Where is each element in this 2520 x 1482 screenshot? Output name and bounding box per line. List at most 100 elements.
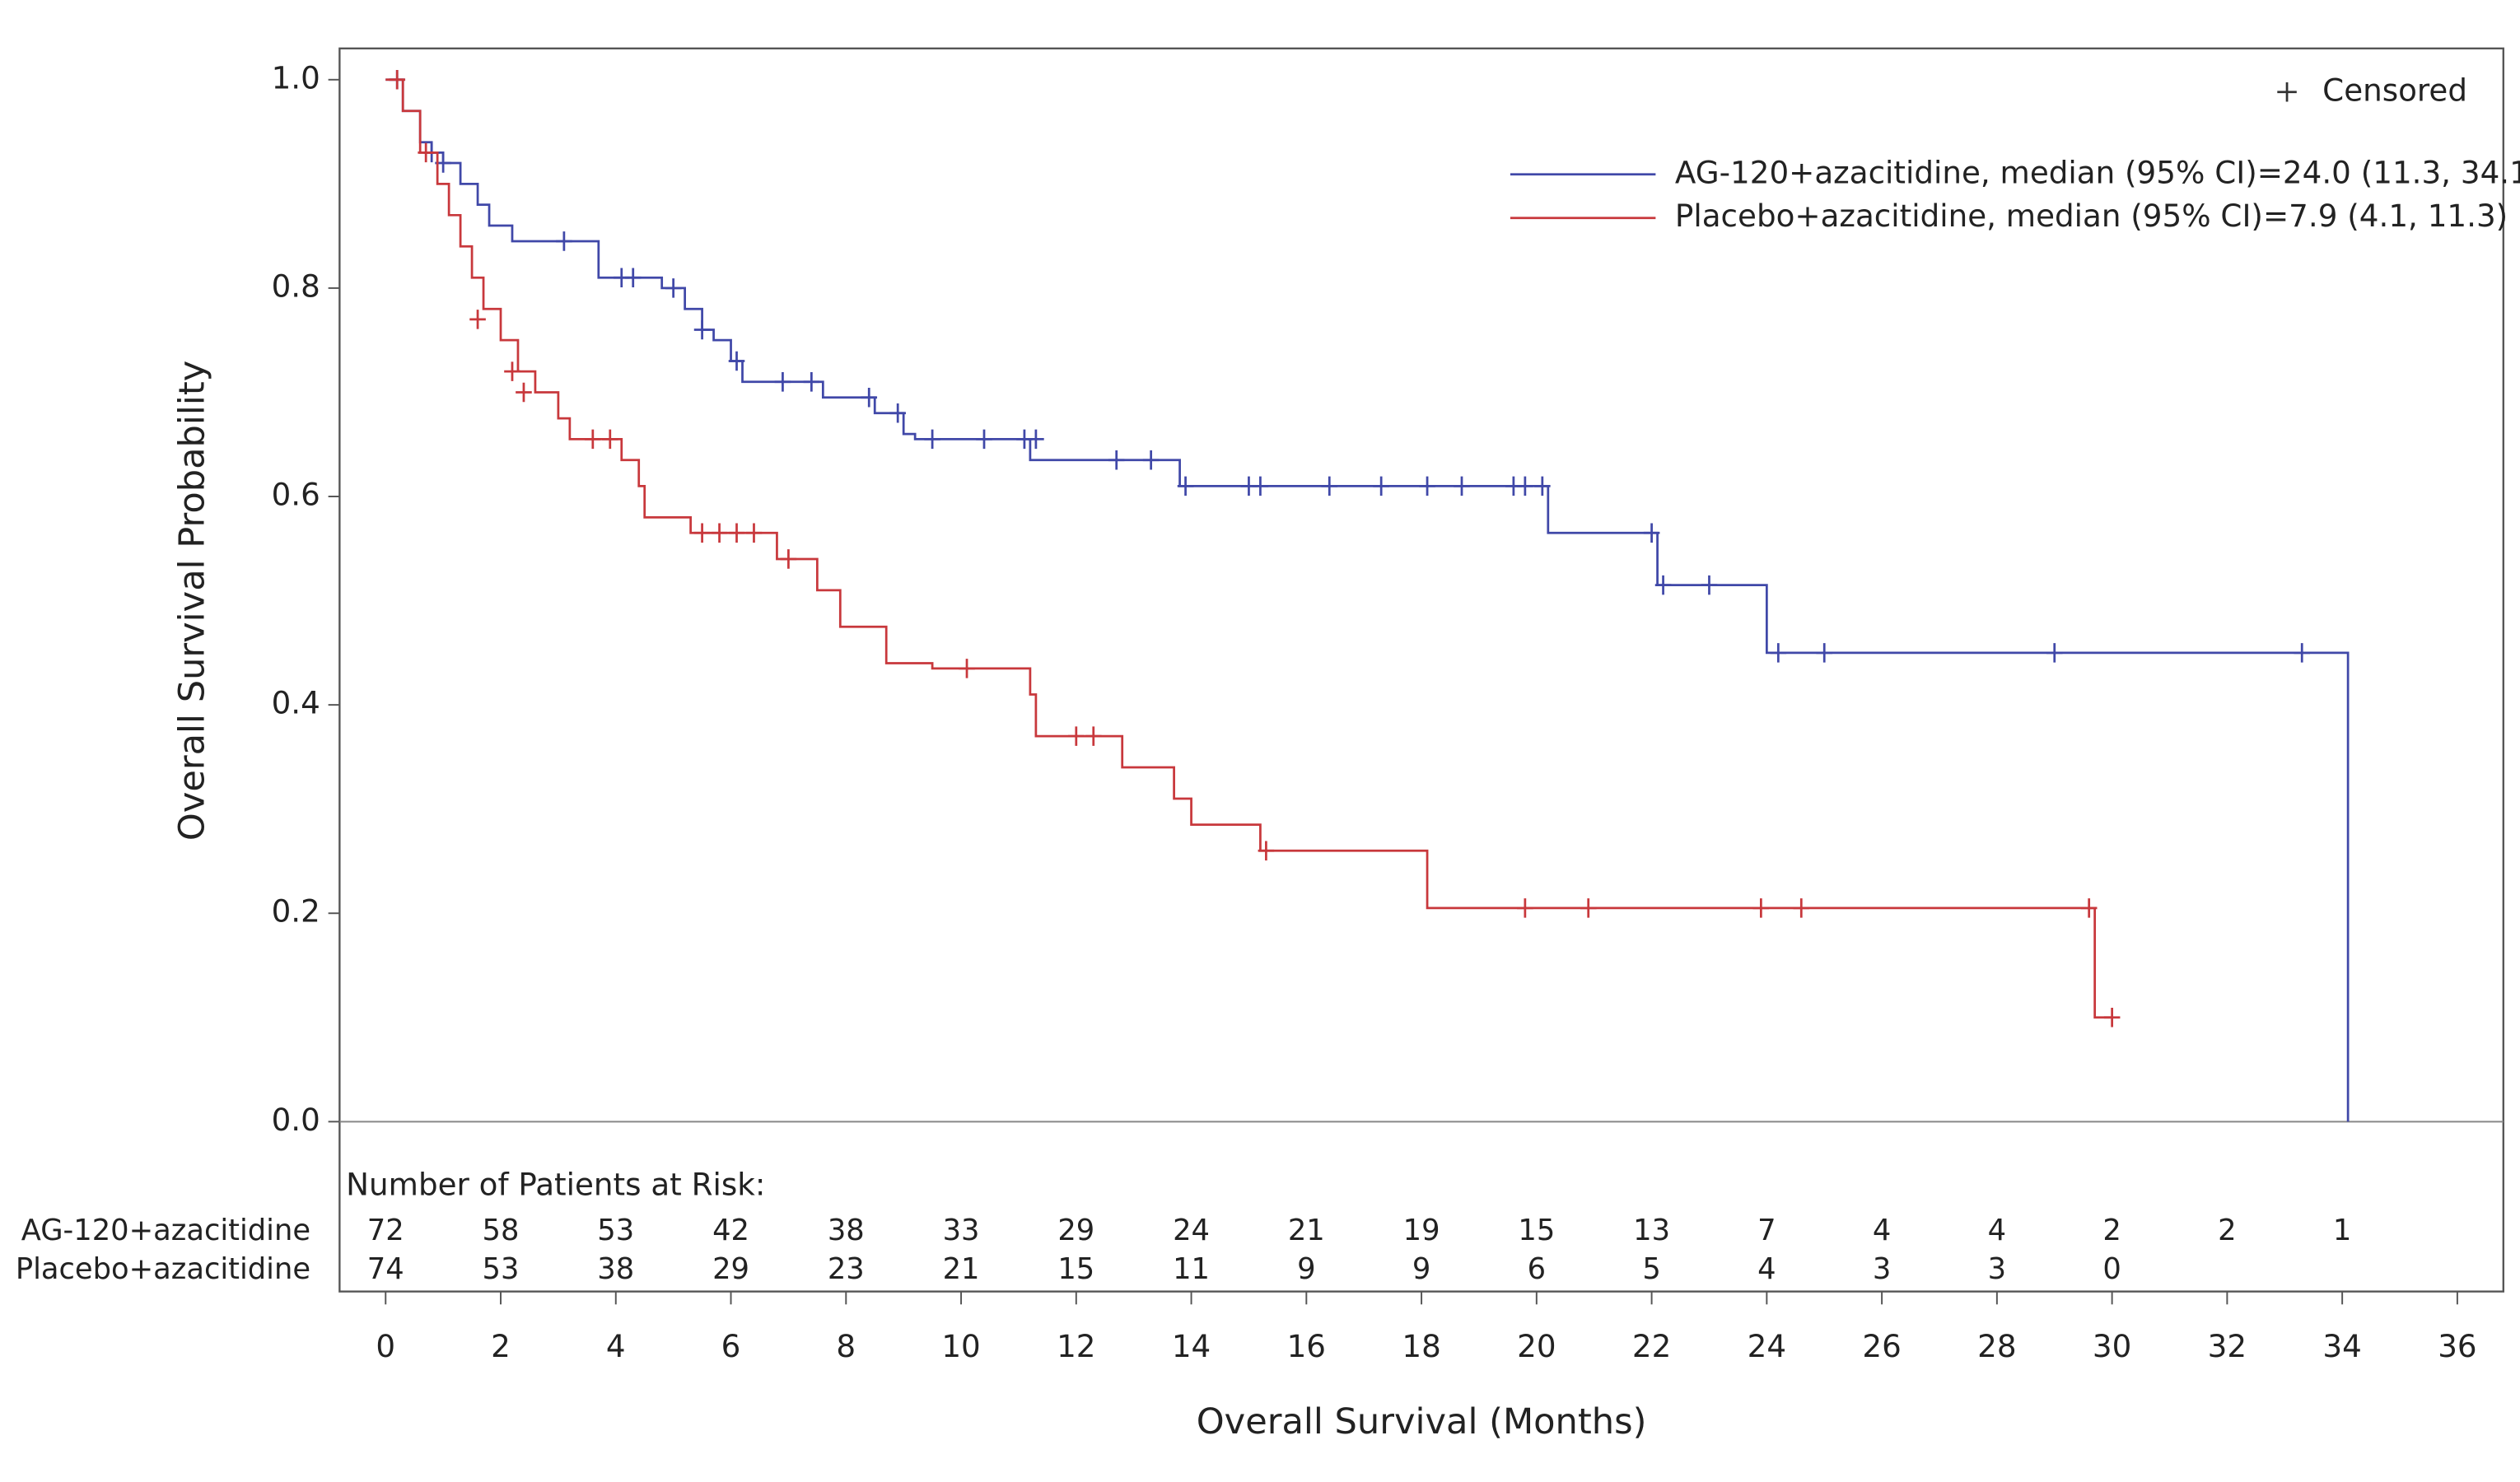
x-tick-label: 18	[1402, 1328, 1440, 1364]
risk-count: 15	[1057, 1252, 1094, 1286]
x-tick-label: 14	[1172, 1328, 1211, 1364]
x-tick-label: 36	[2438, 1328, 2476, 1364]
censor-mark	[861, 388, 878, 408]
censor-mark	[2080, 898, 2098, 918]
risk-count: 9	[1297, 1252, 1315, 1286]
censor-mark	[469, 310, 486, 329]
censor-mark	[1816, 643, 1833, 663]
censor-mark	[728, 351, 745, 371]
censor-mark	[1580, 898, 1597, 918]
censor-mark	[1108, 450, 1125, 470]
censor-mark	[1067, 726, 1085, 746]
censor-mark	[1534, 476, 1551, 496]
risk-count: 7	[1757, 1214, 1776, 1247]
censor-mark	[1643, 523, 1660, 543]
y-tick-label: 0.0	[272, 1102, 320, 1138]
risk-count: 38	[828, 1214, 865, 1247]
x-tick-label: 20	[1517, 1328, 1556, 1364]
censor-mark	[745, 523, 763, 543]
y-tick-label: 1.0	[272, 59, 320, 96]
risk-count: 58	[483, 1214, 520, 1247]
censor-mark	[504, 361, 520, 381]
y-tick-label: 0.8	[272, 268, 320, 304]
censor-mark	[556, 231, 572, 251]
risk-count: 33	[943, 1214, 980, 1247]
censor-mark	[1321, 476, 1338, 496]
censor-mark	[1373, 476, 1389, 496]
censor-mark	[976, 429, 992, 450]
censor-mark	[924, 429, 940, 450]
risk-count: 11	[1173, 1252, 1210, 1286]
censor-mark	[1142, 450, 1160, 470]
x-axis-label: Overall Survival (Months)	[1197, 1401, 1647, 1442]
censor-mark	[1752, 898, 1770, 918]
risk-count: 4	[1873, 1214, 1891, 1247]
x-tick-label: 6	[721, 1328, 741, 1364]
risk-count: 21	[943, 1252, 980, 1286]
censor-mark	[959, 659, 975, 678]
risk-count: 13	[1633, 1214, 1670, 1247]
y-axis-label: Overall Survival Probability	[171, 361, 212, 841]
censor-mark	[1701, 575, 1718, 595]
censor-mark	[1793, 898, 1810, 918]
censor-mark	[1419, 476, 1435, 496]
risk-count: 53	[597, 1214, 634, 1247]
risk-count: 9	[1412, 1252, 1430, 1286]
survival-curve	[385, 78, 2112, 1019]
censor-mark	[2103, 1008, 2121, 1028]
risk-count: 2	[2218, 1214, 2236, 1247]
censor-mark	[624, 268, 642, 288]
risk-table-title: Number of Patients at Risk:	[346, 1167, 765, 1203]
censor-mark	[728, 523, 745, 543]
censored-legend-symbol	[2277, 82, 2297, 102]
censor-mark	[1177, 476, 1194, 496]
censor-mark	[1517, 898, 1533, 918]
censor-mark	[1258, 841, 1275, 861]
risk-count: 4	[1988, 1214, 2006, 1247]
x-tick-label: 10	[941, 1328, 980, 1364]
censor-mark	[665, 278, 682, 298]
censor-mark	[1028, 429, 1044, 450]
censor-mark	[389, 70, 406, 90]
risk-count: 74	[367, 1252, 404, 1286]
censor-mark	[2046, 643, 2063, 663]
censor-mark	[711, 523, 728, 543]
x-tick-label: 4	[606, 1328, 626, 1364]
risk-count: 1	[2333, 1214, 2351, 1247]
risk-row-label: AG-120+azacitidine	[21, 1214, 310, 1247]
risk-count: 21	[1288, 1214, 1325, 1247]
risk-count: 2	[2102, 1214, 2121, 1247]
risk-count: 3	[1873, 1252, 1891, 1286]
risk-count: 42	[712, 1214, 749, 1247]
legend-label: AG-120+azacitidine, median (95% CI)=24.0…	[1675, 154, 2520, 190]
censor-mark	[693, 319, 711, 340]
risk-count: 29	[1057, 1214, 1094, 1247]
censor-mark	[803, 372, 820, 392]
risk-row-label: Placebo+azacitidine	[16, 1252, 310, 1286]
x-tick-label: 24	[1748, 1328, 1786, 1364]
x-tick-label: 8	[836, 1328, 856, 1364]
risk-count: 24	[1173, 1214, 1210, 1247]
censor-mark	[889, 403, 906, 423]
x-tick-label: 32	[2208, 1328, 2247, 1364]
risk-count: 6	[1528, 1252, 1546, 1286]
x-tick-label: 28	[1977, 1328, 2016, 1364]
y-tick-label: 0.4	[272, 685, 320, 721]
risk-count: 19	[1403, 1214, 1440, 1247]
x-tick-label: 34	[2322, 1328, 2361, 1364]
risk-count: 53	[483, 1252, 520, 1286]
x-tick-label: 12	[1057, 1328, 1095, 1364]
risk-count: 4	[1757, 1252, 1776, 1286]
censor-mark	[1085, 726, 1102, 746]
censored-legend-label: Censored	[2322, 72, 2467, 108]
legend-label: Placebo+azacitidine, median (95% CI)=7.9…	[1675, 198, 2508, 234]
x-tick-label: 30	[2093, 1328, 2131, 1364]
censor-mark	[780, 549, 797, 569]
risk-count: 72	[367, 1214, 404, 1247]
risk-count: 29	[712, 1252, 749, 1286]
censor-mark	[1517, 476, 1533, 496]
risk-count: 15	[1518, 1214, 1555, 1247]
censor-mark	[693, 523, 711, 543]
x-tick-label: 16	[1287, 1328, 1326, 1364]
